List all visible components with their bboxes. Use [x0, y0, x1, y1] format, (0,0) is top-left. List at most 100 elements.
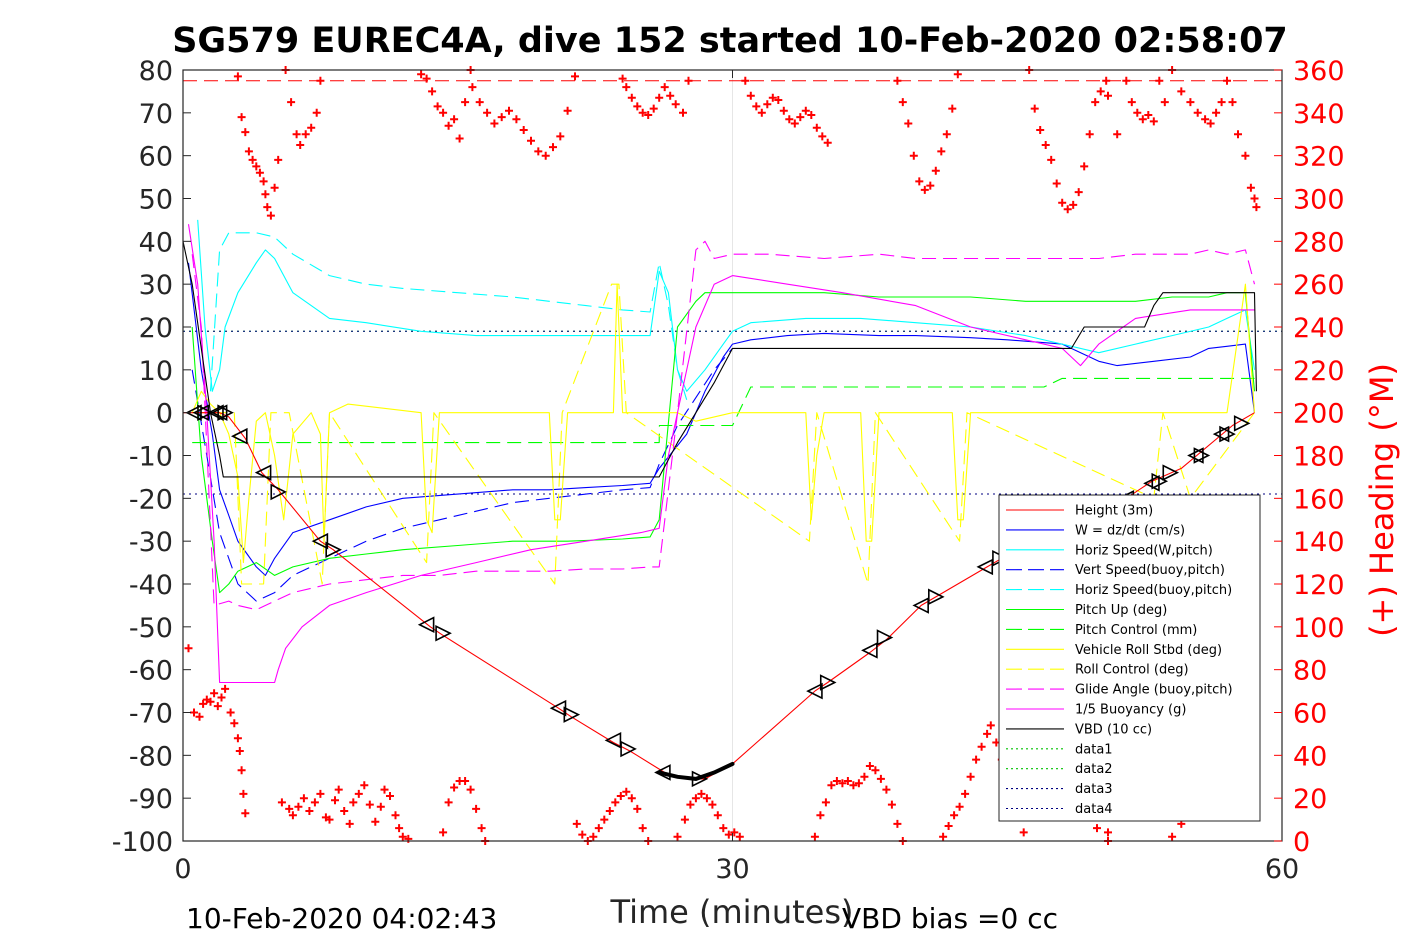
heading-point	[616, 792, 625, 800]
y-tick-label: -40	[129, 570, 173, 601]
y-tick-label: -20	[129, 484, 173, 515]
heading-point	[1193, 108, 1202, 117]
heading-point	[713, 811, 722, 820]
heading-points	[184, 66, 1261, 845]
heading-point	[266, 211, 275, 220]
heading-point	[1160, 98, 1169, 107]
heading-point	[263, 203, 272, 212]
heading-point	[1041, 141, 1050, 149]
heading-point	[741, 76, 750, 85]
heading-point	[1149, 117, 1158, 126]
legend-label: W = dz/dt (cm/s)	[1075, 523, 1185, 538]
heading-point	[882, 785, 891, 794]
heading-point	[961, 789, 970, 798]
heading-point	[796, 113, 805, 122]
y-right-tick-label: 60	[1293, 699, 1327, 730]
y-right-tick-label: 260	[1293, 270, 1345, 301]
dive-marker-right	[1193, 447, 1211, 464]
legend-label: Pitch Up (deg)	[1075, 603, 1167, 618]
legend-label: data2	[1075, 762, 1113, 777]
heading-point	[838, 779, 847, 788]
heading-point	[578, 830, 587, 839]
heading-point	[354, 789, 363, 798]
heading-point	[190, 708, 198, 717]
heading-point	[666, 91, 675, 100]
y-tick-label: -90	[129, 784, 173, 815]
heading-point	[832, 777, 841, 785]
heading-point	[206, 697, 215, 706]
dive-marker-right	[563, 706, 581, 723]
dive-marker-left	[230, 427, 248, 445]
y-right-tick-label: 100	[1293, 613, 1345, 644]
dive-marker-right	[819, 674, 837, 691]
heading-point	[237, 766, 246, 775]
heading-point	[633, 102, 642, 111]
heading-point	[1093, 824, 1101, 833]
heading-point	[376, 802, 385, 811]
heading-point	[1113, 130, 1122, 139]
legend-label: Roll Control (deg)	[1075, 663, 1189, 678]
heading-point	[556, 132, 565, 141]
heading-point	[1206, 119, 1215, 128]
dive-marker-left	[417, 616, 435, 633]
series-1-5-buoyancy-g	[187, 224, 1255, 684]
heading-point	[233, 72, 242, 81]
heading-point	[746, 91, 755, 100]
heading-point	[340, 807, 349, 815]
heading-point	[563, 106, 572, 115]
series-height-3m	[183, 412, 1255, 780]
dive-marker-right	[197, 404, 214, 421]
x-tick-label: 30	[715, 854, 749, 885]
heading-point	[235, 747, 244, 755]
heading-point	[325, 815, 334, 824]
heading-point	[627, 794, 636, 803]
y-right-tick-label: 180	[1293, 442, 1345, 473]
heading-point	[948, 104, 957, 113]
heading-point	[904, 119, 913, 128]
heading-point	[649, 104, 658, 113]
heading-point	[708, 800, 717, 809]
heading-point	[983, 729, 992, 738]
heading-point	[827, 781, 836, 790]
heading-point	[1168, 832, 1177, 841]
dive-marker-left	[185, 404, 202, 421]
series-height-bottom-segment	[657, 761, 735, 781]
heading-point	[1250, 194, 1259, 203]
heading-point	[1102, 76, 1111, 85]
legend: Height (3m) W = dz/dt (cm/s) Horiz Speed(W…	[998, 494, 1261, 822]
heading-point	[450, 783, 459, 792]
heading-point	[955, 802, 964, 811]
heading-point	[360, 781, 369, 790]
heading-point	[345, 819, 354, 828]
heading-point	[638, 108, 647, 117]
dive-marker-left	[254, 464, 272, 481]
heading-point	[285, 804, 294, 813]
footer-vbd-bias: VBD bias =0 cc	[842, 902, 1058, 935]
y-tick-label: -70	[129, 699, 173, 730]
heading-point	[549, 143, 557, 152]
y-right-tick-label: 220	[1293, 356, 1345, 387]
heading-point	[774, 96, 783, 104]
heading-point	[461, 777, 470, 785]
y-right-tick-label: 200	[1293, 399, 1345, 430]
heading-point	[237, 113, 246, 122]
heading-point	[1133, 108, 1142, 117]
heading-point	[497, 113, 506, 122]
y-right-tick-label: 240	[1293, 313, 1345, 344]
heading-point	[691, 794, 700, 803]
heading-point	[288, 811, 297, 820]
heading-point	[860, 772, 869, 781]
heading-point	[512, 115, 521, 124]
heading-point	[244, 147, 253, 156]
heading-point	[398, 832, 407, 841]
heading-point	[1155, 76, 1164, 85]
heading-point	[527, 136, 535, 145]
legend-label: data3	[1075, 782, 1113, 797]
heading-point	[316, 789, 325, 798]
heading-point	[1228, 98, 1237, 107]
heading-point	[898, 98, 907, 107]
heading-point	[926, 181, 935, 190]
dive-marker-right	[620, 740, 637, 758]
y-tick-label: 20	[139, 313, 173, 344]
